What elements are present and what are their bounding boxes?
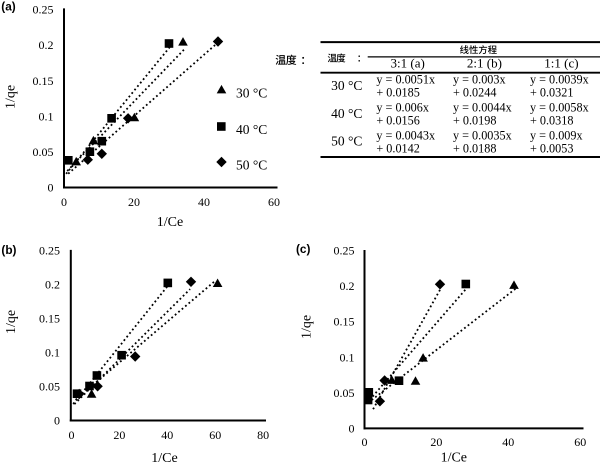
svg-text:40: 40 — [198, 195, 210, 209]
svg-text:0: 0 — [69, 428, 75, 442]
svg-text:0.15: 0.15 — [334, 315, 355, 329]
svg-text:0.1: 0.1 — [39, 109, 54, 123]
svg-text:+ 0.0142: + 0.0142 — [376, 141, 419, 155]
svg-text:80: 80 — [257, 428, 269, 442]
svg-text:0.2: 0.2 — [39, 38, 54, 52]
svg-text:40: 40 — [161, 428, 173, 442]
svg-text:+ 0.0198: + 0.0198 — [453, 114, 496, 128]
svg-text:30 °C: 30 °C — [236, 85, 267, 100]
svg-text:y = 0.0035x: y = 0.0035x — [453, 128, 512, 142]
svg-text:(b): (b) — [1, 243, 16, 257]
svg-text:40 °C: 40 °C — [236, 122, 267, 137]
svg-text:(a): (a) — [1, 0, 15, 14]
svg-text:0.1: 0.1 — [340, 350, 355, 364]
svg-text:2:1 (b): 2:1 (b) — [467, 56, 502, 71]
svg-text:+ 0.0321: + 0.0321 — [530, 86, 573, 100]
svg-text:y = 0.009x: y = 0.009x — [530, 128, 583, 142]
svg-text:0.25: 0.25 — [39, 244, 60, 258]
svg-text:0: 0 — [362, 435, 368, 449]
svg-text:30 °C: 30 °C — [331, 78, 362, 93]
svg-text:y = 0.0051x: y = 0.0051x — [376, 73, 435, 87]
svg-text:60: 60 — [574, 435, 586, 449]
svg-text:3:1 (a): 3:1 (a) — [391, 56, 425, 71]
svg-text:+ 0.0053: + 0.0053 — [530, 141, 573, 155]
svg-text:0.2: 0.2 — [45, 278, 60, 292]
svg-text:0.1: 0.1 — [45, 346, 60, 360]
svg-text:20: 20 — [113, 428, 125, 442]
svg-text:y = 0.0044x: y = 0.0044x — [453, 101, 512, 115]
svg-text:y = 0.0058x: y = 0.0058x — [530, 101, 589, 115]
svg-text:50 °C: 50 °C — [236, 158, 267, 173]
svg-text:1/qe: 1/qe — [300, 315, 315, 339]
svg-text:20: 20 — [128, 195, 140, 209]
svg-text:0: 0 — [54, 414, 60, 428]
svg-text:1/qe: 1/qe — [4, 310, 19, 334]
svg-text:0.15: 0.15 — [33, 74, 54, 88]
svg-text:0.2: 0.2 — [340, 279, 355, 293]
svg-text:0.05: 0.05 — [33, 145, 54, 159]
svg-text:0.25: 0.25 — [334, 244, 355, 258]
svg-text:+ 0.0318: + 0.0318 — [530, 114, 573, 128]
svg-text:40: 40 — [502, 435, 514, 449]
svg-text:0: 0 — [349, 422, 355, 436]
svg-text:1/Ce: 1/Ce — [441, 451, 467, 466]
svg-text:0.05: 0.05 — [334, 386, 355, 400]
svg-text:1/Ce: 1/Ce — [157, 215, 183, 230]
svg-text:+ 0.0188: + 0.0188 — [453, 141, 496, 155]
svg-text:1/Ce: 1/Ce — [151, 451, 177, 466]
svg-text:y = 0.0043x: y = 0.0043x — [376, 128, 435, 142]
svg-text:60: 60 — [209, 428, 221, 442]
svg-text:1/qe: 1/qe — [3, 85, 18, 109]
svg-text:y = 0.0039x: y = 0.0039x — [530, 73, 589, 87]
svg-text:60: 60 — [268, 195, 280, 209]
svg-text:1:1 (c): 1:1 (c) — [544, 56, 578, 71]
svg-text:y = 0.003x: y = 0.003x — [453, 73, 506, 87]
svg-text:0.15: 0.15 — [39, 312, 60, 326]
svg-text:+ 0.0244: + 0.0244 — [453, 86, 496, 100]
svg-text:0.25: 0.25 — [33, 2, 54, 16]
svg-text:40 °C: 40 °C — [331, 106, 362, 121]
svg-text:(c): (c) — [296, 242, 310, 256]
svg-text:+ 0.0156: + 0.0156 — [376, 114, 419, 128]
svg-text:0: 0 — [61, 195, 67, 209]
svg-text:50 °C: 50 °C — [331, 134, 362, 149]
svg-text:0.05: 0.05 — [39, 380, 60, 394]
svg-text:20: 20 — [430, 435, 442, 449]
svg-text:+ 0.0185: + 0.0185 — [376, 86, 419, 100]
svg-text:0: 0 — [48, 181, 54, 195]
svg-text:y = 0.006x: y = 0.006x — [376, 101, 429, 115]
